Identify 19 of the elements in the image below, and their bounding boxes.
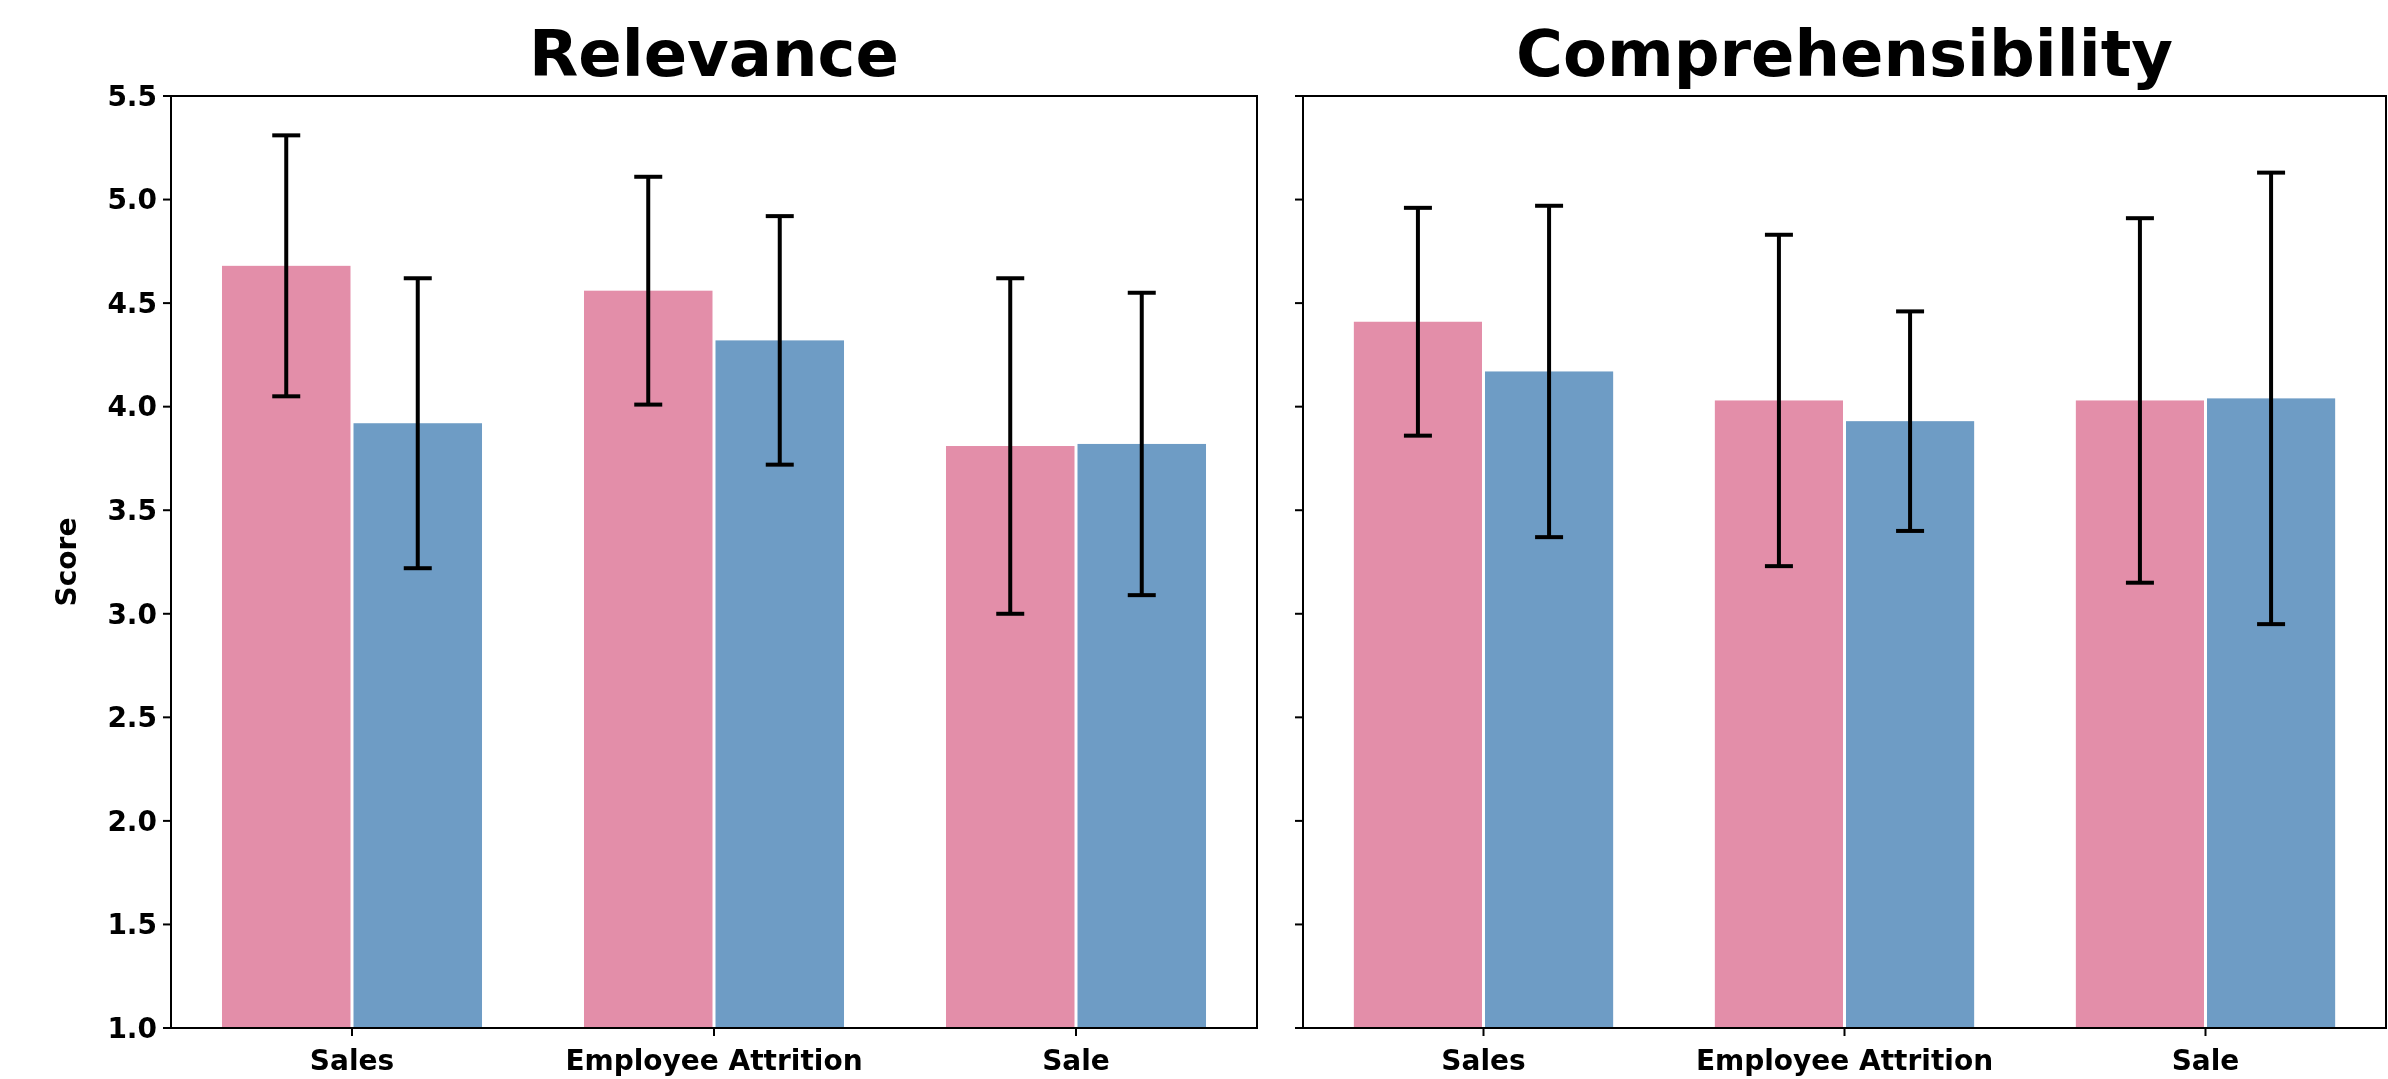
- y-tick-label: 5.5: [107, 79, 157, 113]
- y-tick-label: 4.0: [107, 390, 157, 424]
- x-tick-label: Sales: [309, 1044, 395, 1077]
- x-tick-label: Employee Attrition: [565, 1044, 863, 1077]
- y-axis-title: Score: [50, 517, 83, 607]
- x-tick-label: Employee Attrition: [1695, 1044, 1994, 1077]
- x-tick-label: Sale: [1042, 1044, 1110, 1077]
- y-tick-label: 4.5: [107, 286, 157, 320]
- y-tick-label: 2.0: [107, 804, 157, 838]
- y-tick-label: 1.5: [107, 908, 157, 942]
- y-tick-label: 3.5: [107, 494, 157, 528]
- chart-title: Comprehensibility: [1516, 17, 2173, 91]
- chart-title: Relevance: [529, 17, 899, 91]
- x-tick-label: Sales: [1441, 1044, 1526, 1077]
- y-tick-label: 1.0: [107, 1011, 157, 1045]
- x-tick-label: Sale: [2171, 1044, 2240, 1077]
- y-tick-label: 2.5: [107, 701, 157, 735]
- y-tick-label: 5.0: [107, 183, 157, 217]
- y-tick-label: 3.0: [107, 597, 157, 631]
